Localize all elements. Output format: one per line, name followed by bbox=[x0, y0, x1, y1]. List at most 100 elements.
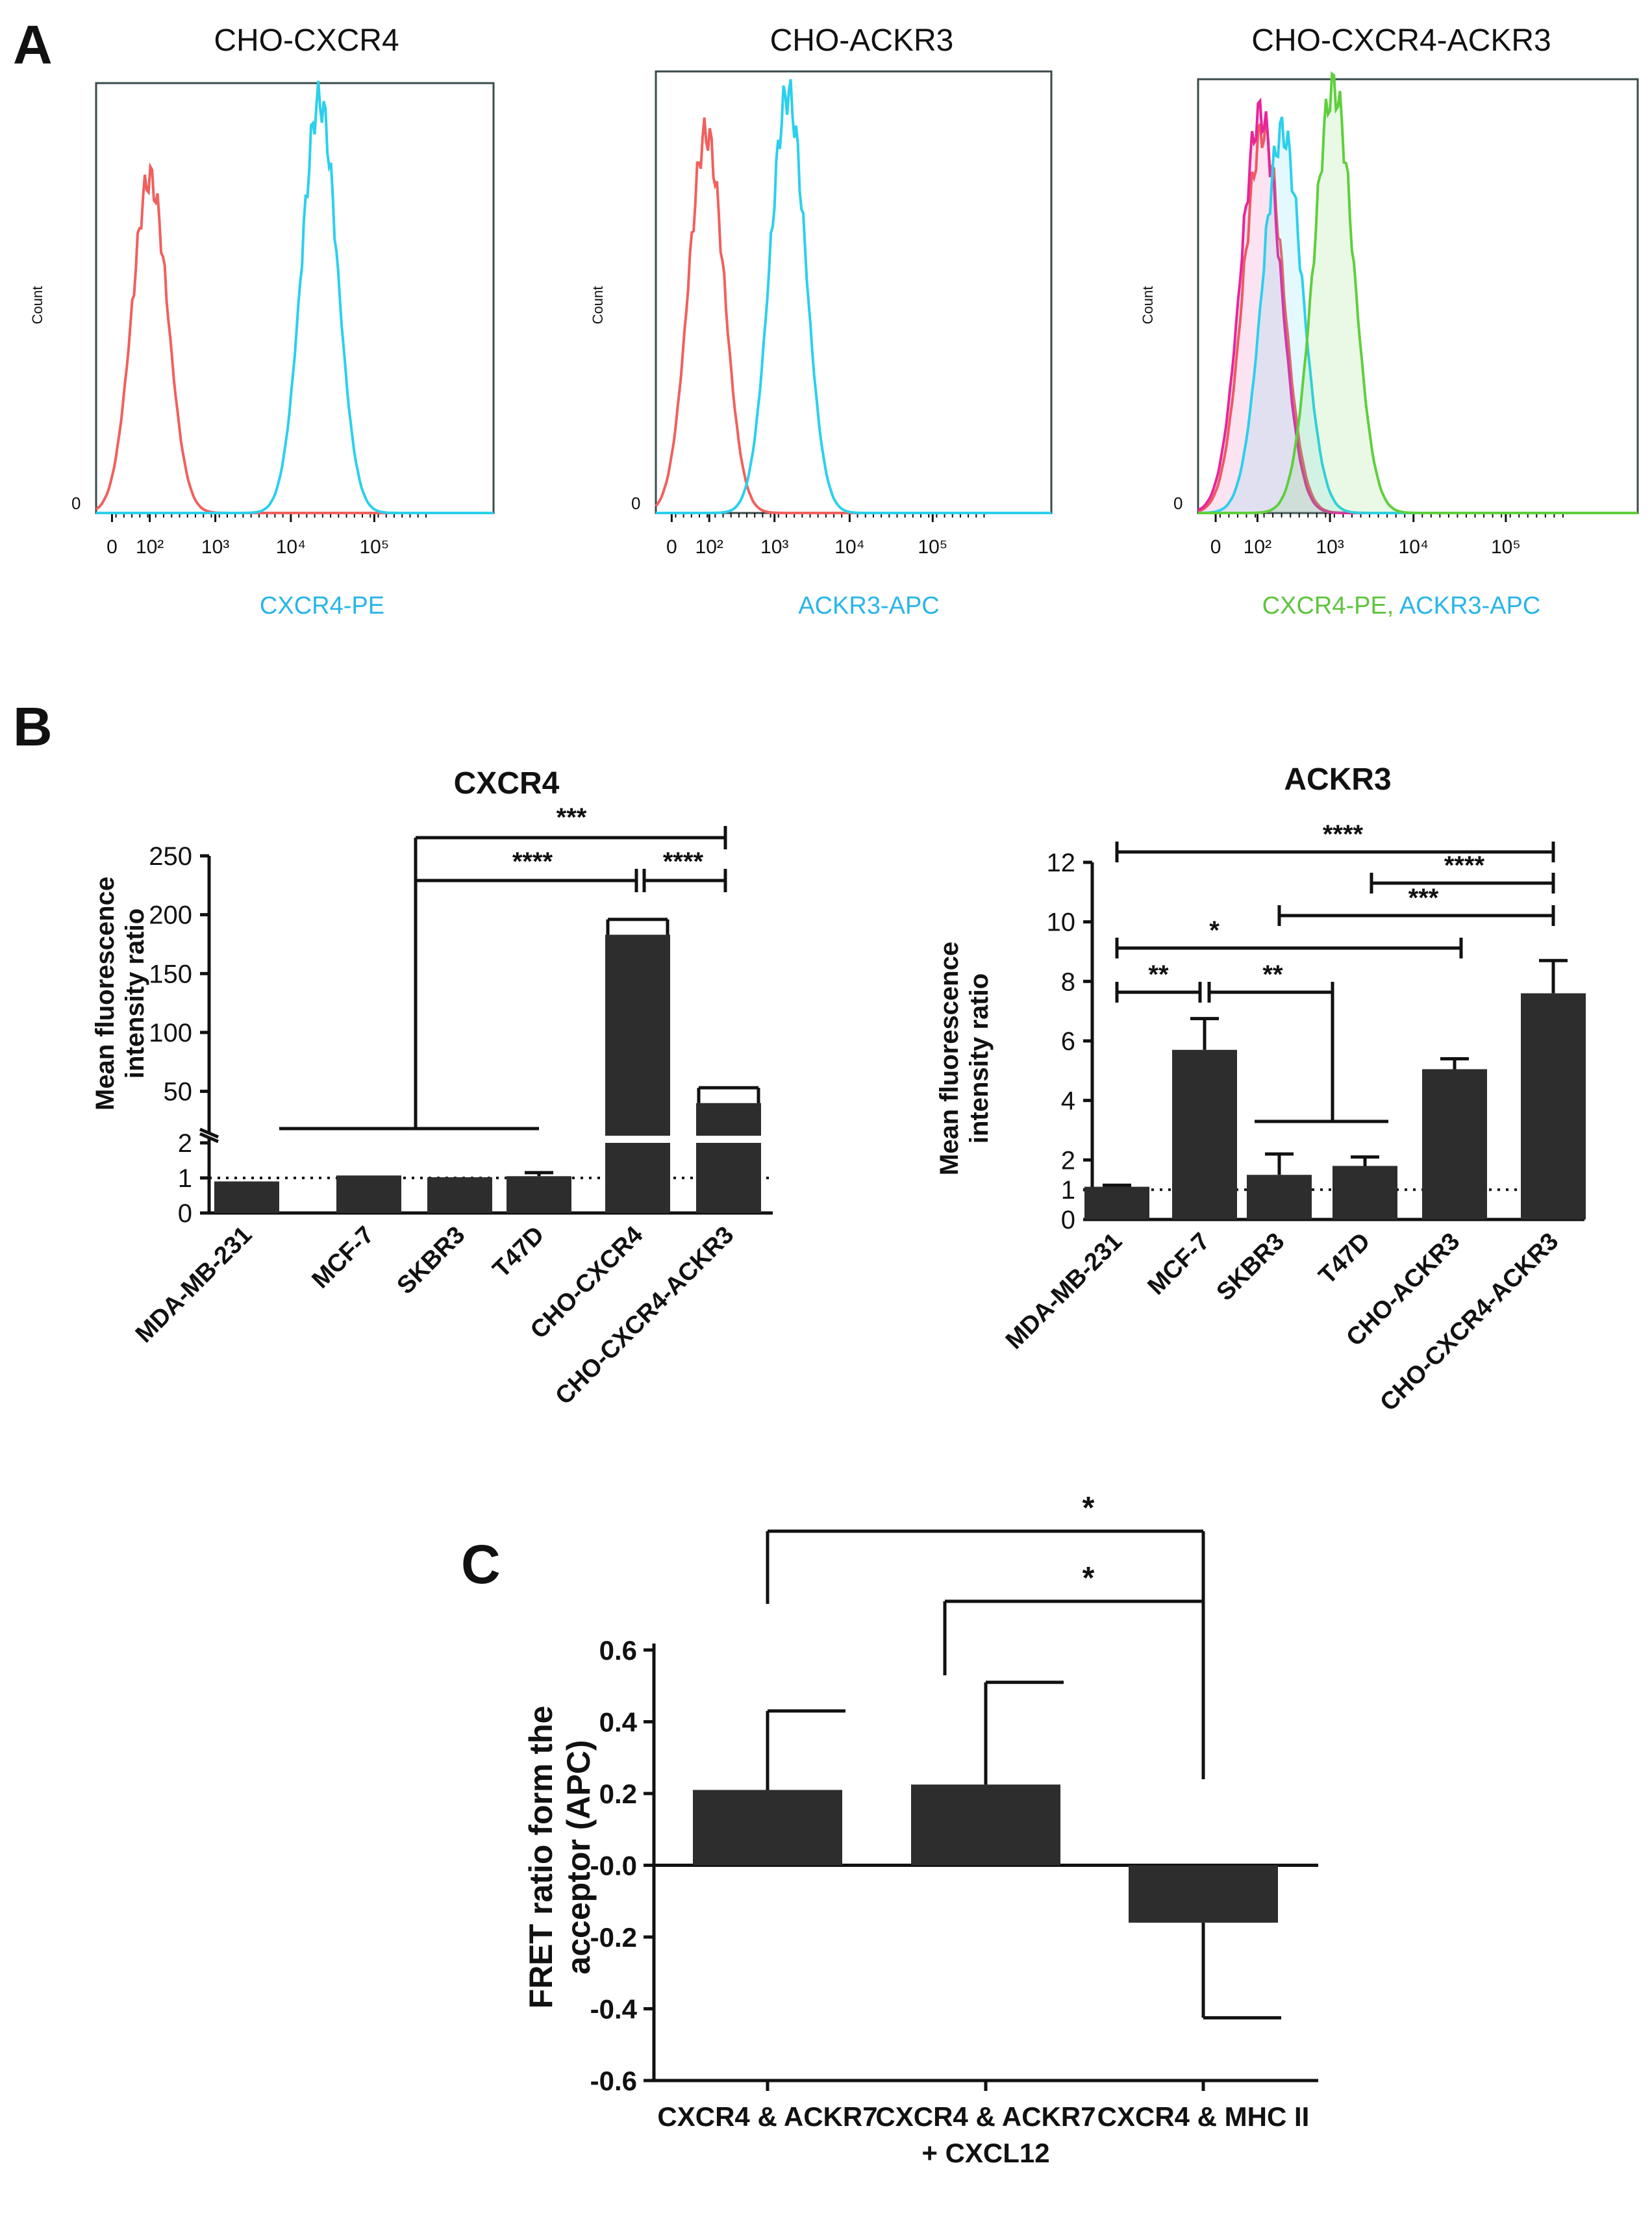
y-tick-label: 8 bbox=[1061, 968, 1075, 996]
y-axis-label: Mean fluorescenceintensity ratio bbox=[935, 942, 994, 1175]
x-tick-label: SKBR3 bbox=[392, 1221, 471, 1300]
significance-label: ** bbox=[1148, 960, 1169, 989]
axis-break-mark bbox=[199, 1127, 219, 1139]
x-tick-label: 10⁵ bbox=[1491, 536, 1521, 558]
histogram-curve-CXCR4-PE bbox=[96, 81, 494, 514]
x-axis-label: ACKR3-APC bbox=[798, 592, 940, 619]
bar bbox=[507, 1176, 571, 1213]
y-axis-label: Mean fluorescenceintensity ratio bbox=[91, 877, 149, 1110]
x-tick-label: 10² bbox=[136, 536, 164, 558]
x-tick-label: 0 bbox=[106, 536, 118, 558]
x-tick-label: MDA-MB-231 bbox=[131, 1221, 257, 1348]
histogram-fill-ACKR3-APC bbox=[1198, 117, 1638, 513]
x-tick-label: CXCR4 & ACKR7 bbox=[657, 2101, 877, 2132]
chart-title: ACKR3 bbox=[1284, 762, 1391, 797]
x-tick-label: + CXCL12 bbox=[921, 2138, 1049, 2168]
x-tick-label: 10⁵ bbox=[359, 536, 389, 558]
bar-chart-fret: FRET ratio form theacceptor (APC) bbox=[523, 1706, 597, 2009]
x-tick-label: T47D bbox=[488, 1221, 549, 1283]
x-tick-label: 10⁴ bbox=[276, 536, 306, 558]
y-tick-label: 12 bbox=[1047, 849, 1076, 877]
y-zero-label: 0 bbox=[71, 494, 81, 513]
histogram-fill-CXCR4-PE bbox=[1198, 73, 1638, 513]
plot-frame bbox=[655, 70, 1053, 514]
y-tick-label: 0.6 bbox=[599, 1635, 637, 1666]
y-axis-label-line: intensity ratio bbox=[965, 973, 994, 1144]
histogram-title: CHO-ACKR3 bbox=[770, 23, 954, 58]
y-axis-label: Count bbox=[590, 286, 606, 325]
x-axis-label-part: ACKR3-APC bbox=[798, 592, 940, 619]
y-zero-label: 0 bbox=[631, 494, 640, 513]
bar-chart-ackr3: ACKR3 Mean fluorescenceintensity ratio bbox=[935, 762, 1392, 1175]
y-tick-label: 100 bbox=[149, 1019, 192, 1047]
x-tick-label: 0 bbox=[666, 536, 677, 558]
significance-label: *** bbox=[557, 803, 587, 832]
y-tick-label: 10 bbox=[1047, 908, 1076, 937]
bar bbox=[336, 1175, 401, 1213]
chart-title: CXCR4 bbox=[454, 766, 560, 801]
histogram-title: CHO-CXCR4-ACKR3 bbox=[1251, 23, 1551, 58]
axis-break-mark bbox=[199, 1132, 219, 1144]
y-axis-label-line: Mean fluorescence bbox=[91, 877, 119, 1110]
panel-label-c: C bbox=[461, 1534, 501, 1595]
y-tick-label: 0.2 bbox=[599, 1779, 637, 1809]
y-zero-label: 0 bbox=[1173, 494, 1183, 513]
bar bbox=[1247, 1175, 1312, 1219]
x-tick-label: CXCR4 & MHC II bbox=[1097, 2101, 1310, 2132]
x-tick-label: CHO-CXCR4-ACKR3 bbox=[1375, 1228, 1564, 1417]
significance-label: * bbox=[1083, 1561, 1095, 1595]
y-tick-label: 2 bbox=[178, 1129, 192, 1158]
bar bbox=[1129, 1865, 1278, 1923]
histogram-3: CHO-CXCR4-ACKR3 Count 0 0 10² 10³ 10⁴ 10⁵ CXCR4-… bbox=[1140, 23, 1639, 619]
significance-label: ** bbox=[1262, 960, 1283, 989]
y-tick-label: 1 bbox=[1061, 1176, 1075, 1205]
x-tick-label: 10⁴ bbox=[834, 536, 864, 558]
y-tick-label: 0 bbox=[1061, 1206, 1075, 1234]
y-axis-label: Count bbox=[1140, 286, 1156, 325]
y-tick-label: 150 bbox=[149, 960, 192, 988]
bar bbox=[1333, 1166, 1397, 1219]
x-tick-label: CHO-CXCR4-ACKR3 bbox=[550, 1221, 739, 1410]
x-tick-label: MDA-MB-231 bbox=[1001, 1228, 1127, 1355]
y-axis-label: Count bbox=[29, 286, 45, 325]
x-tick-label: 10³ bbox=[1316, 536, 1344, 558]
bar bbox=[1521, 993, 1586, 1219]
x-tick-label: CXCR4 & ACKR7 bbox=[875, 2101, 1095, 2132]
x-tick-label: 10² bbox=[695, 536, 723, 558]
x-axis-label: CXCR4-PE, ACKR3-APC bbox=[1262, 592, 1541, 619]
histogram-title: CHO-CXCR4 bbox=[214, 23, 399, 58]
y-tick-label: 50 bbox=[164, 1078, 193, 1106]
x-axis-label-part: CXCR4-PE bbox=[260, 592, 384, 619]
y-axis-label-line: FRET ratio form the bbox=[523, 1706, 559, 2009]
significance-label: **** bbox=[512, 847, 553, 876]
significance-label: **** bbox=[1323, 820, 1364, 849]
histogram-1: CHO-CXCR4 Count 0 0 10² 10³ 10⁴ 10⁵ CXCR4-PE bbox=[29, 23, 495, 619]
histogram-curve-ACKR3-APC bbox=[656, 79, 1051, 514]
significance-label: *** bbox=[1408, 884, 1439, 912]
bar-lower-segment bbox=[696, 1143, 761, 1213]
bar bbox=[1422, 1069, 1487, 1219]
y-tick-label: 250 bbox=[149, 842, 192, 871]
histogram-fill-isotype-control bbox=[1198, 101, 1638, 514]
panel-label-b: B bbox=[13, 696, 53, 757]
x-tick-label: SKBR3 bbox=[1212, 1228, 1290, 1307]
plot-frame bbox=[95, 82, 495, 514]
y-tick-label: -0.0 bbox=[590, 1851, 637, 1881]
significance-label: * bbox=[1083, 1491, 1095, 1525]
y-tick-label: 0 bbox=[178, 1199, 192, 1228]
y-tick-label: 4 bbox=[1061, 1087, 1075, 1116]
y-tick-label: 2 bbox=[1061, 1146, 1075, 1175]
y-tick-label: 0.4 bbox=[599, 1707, 638, 1738]
x-tick-label: T47D bbox=[1314, 1228, 1375, 1290]
x-axis-label-part: CXCR4-PE, bbox=[1262, 592, 1394, 619]
x-axis-label-part: ACKR3-APC bbox=[1394, 592, 1540, 619]
significance-label: **** bbox=[1444, 851, 1485, 880]
x-tick-label: 10³ bbox=[201, 536, 229, 558]
x-tick-label: MCF-7 bbox=[1143, 1228, 1216, 1301]
bar bbox=[1172, 1049, 1237, 1219]
bar bbox=[693, 1790, 842, 1866]
bar-lower-segment bbox=[605, 1143, 670, 1213]
y-tick-label: -0.4 bbox=[590, 1994, 638, 2025]
bar bbox=[1084, 1186, 1149, 1219]
